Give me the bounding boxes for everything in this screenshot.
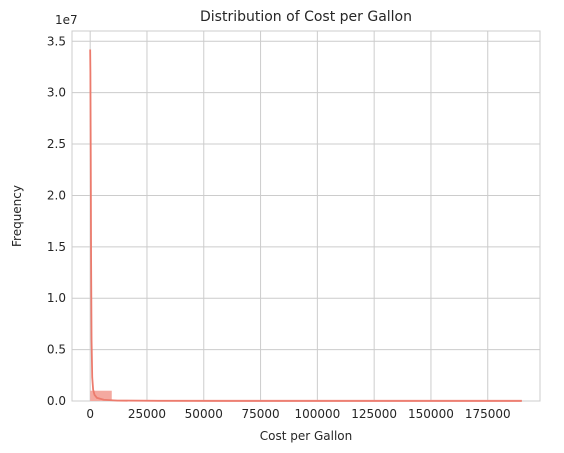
y-tick-label: 2.0 — [47, 188, 66, 202]
x-tick-label: 50000 — [185, 407, 223, 421]
y-tick-label: 0.5 — [47, 343, 66, 357]
x-tick-label: 150000 — [408, 407, 454, 421]
kde-line — [89, 49, 522, 402]
y-tick-label: 2.5 — [47, 137, 66, 151]
y-axis-label: Frequency — [10, 185, 24, 247]
histogram-bar — [90, 390, 112, 401]
grid-lines — [71, 30, 541, 402]
x-tick-label: 25000 — [128, 407, 166, 421]
kde-line-group — [89, 49, 522, 402]
x-tick-label: 175000 — [465, 407, 511, 421]
x-tick-label: 125000 — [351, 407, 397, 421]
chart-title: Distribution of Cost per Gallon — [200, 9, 412, 25]
y-tick-label: 1.5 — [47, 240, 66, 254]
y-tick-label: 1.0 — [47, 291, 66, 305]
y-axis-multiplier: 1e7 — [55, 13, 78, 27]
x-tick-label: 100000 — [294, 407, 340, 421]
y-tick-label: 0.0 — [47, 394, 66, 408]
tick-labels: 0 25000 50000 75000 100000 125000 150000 175000… — [47, 34, 511, 421]
x-tick-label: 0 — [86, 407, 94, 421]
y-tick-label: 3.0 — [47, 86, 66, 100]
x-tick-label: 75000 — [241, 407, 279, 421]
x-axis-label: Cost per Gallon — [260, 429, 353, 443]
y-tick-label: 3.5 — [47, 34, 66, 48]
